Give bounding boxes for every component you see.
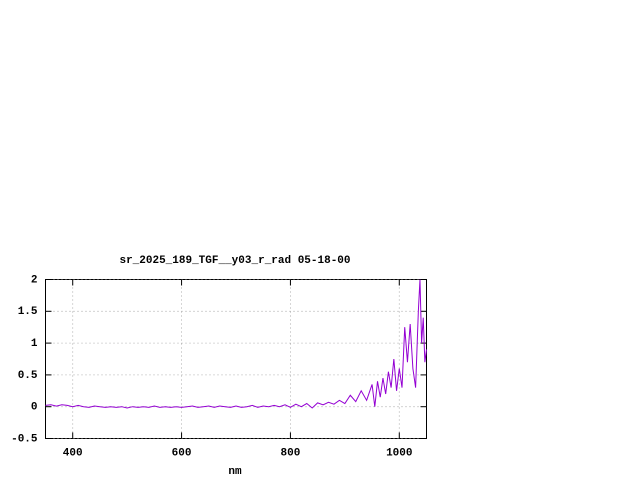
x-axis-label: nm: [228, 466, 242, 478]
data-line: [45, 279, 427, 409]
y-tick-label: 0: [31, 402, 38, 414]
y-tick-label: -0.5: [11, 433, 38, 445]
plot-frame: [45, 279, 427, 439]
x-tick-label: 600: [172, 447, 192, 459]
y-tick-label: 1: [31, 338, 38, 350]
x-tick-label: 400: [63, 447, 83, 459]
y-tick-label: 1.5: [18, 306, 38, 318]
y-tick-label: 2: [31, 274, 38, 286]
x-tick-label: 800: [281, 447, 301, 459]
x-tick-label: 1000: [386, 447, 412, 459]
y-tick-label: 0.5: [18, 370, 38, 382]
chart-title: sr_2025_189_TGF__y03_r_rad 05-18-00: [119, 255, 350, 267]
